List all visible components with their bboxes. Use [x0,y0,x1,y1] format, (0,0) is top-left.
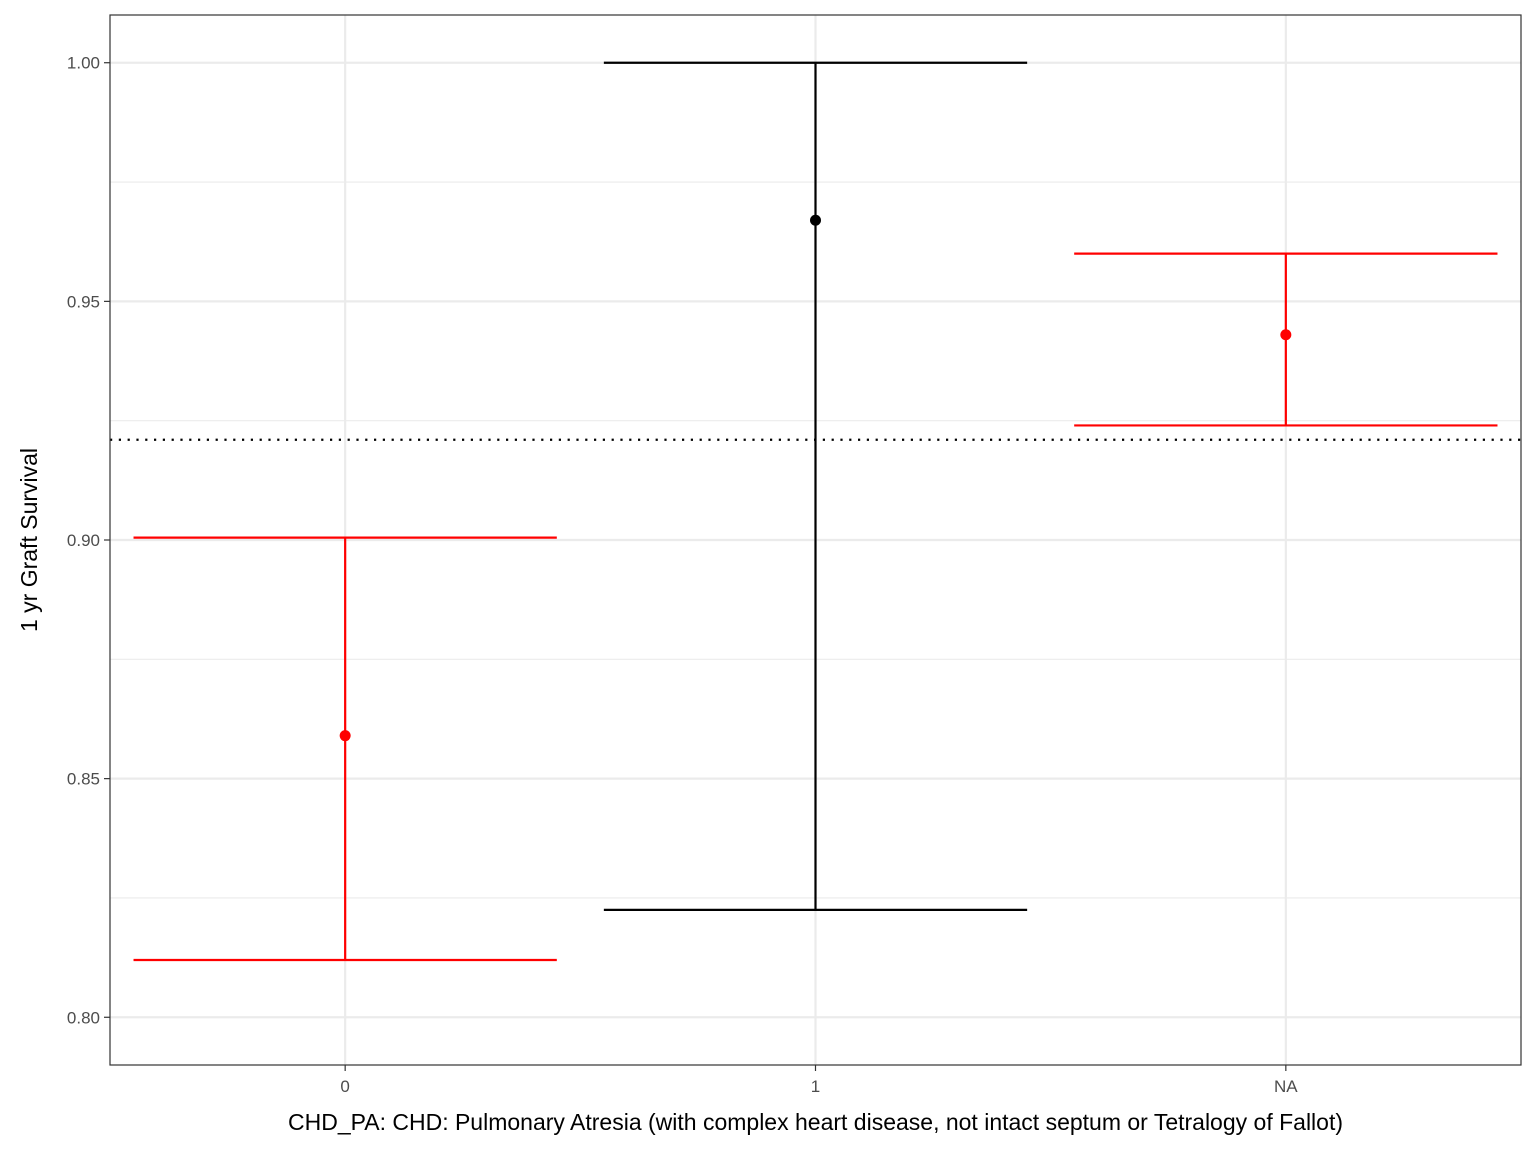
axis-layer: 0.80 0.85 0.90 0.95 1.00 0 1 NA [67,54,1298,1096]
point-estimate [339,730,351,742]
errorbar-group [133,536,557,962]
y-tick-label: 0.80 [67,1008,100,1027]
y-tick-label: 0.85 [67,770,100,789]
y-tick-label: 0.95 [67,292,100,311]
y-tick-label: 1.00 [67,54,100,73]
errorbar-group [603,61,1028,911]
errorbar-group [1074,252,1498,427]
x-tick-label: 0 [340,1077,349,1096]
x-tick-label: 1 [811,1077,820,1096]
x-tick-label: NA [1274,1077,1298,1096]
x-axis-title: CHD_PA: CHD: Pulmonary Atresia (with com… [288,1109,1343,1135]
point-estimate [810,214,821,226]
y-axis-title: 1 yr Graft Survival [16,448,42,632]
point-estimate [1280,329,1292,341]
data-layer [133,61,1498,962]
y-tick-label: 0.90 [67,531,100,550]
